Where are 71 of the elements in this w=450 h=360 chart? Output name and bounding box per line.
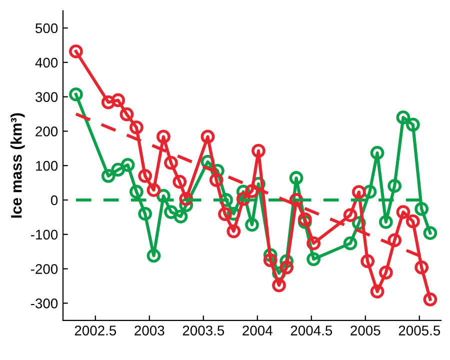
- point: [200, 130, 215, 144]
- point: [289, 193, 304, 207]
- y-tick-label: 400: [35, 58, 58, 68]
- y-tick-label: 0: [50, 195, 58, 206]
- point: [156, 130, 170, 144]
- point: [245, 218, 259, 232]
- y-axis-title: Ice mass (km³): [10, 113, 25, 218]
- point: [172, 174, 187, 189]
- y-tick-label: 500: [36, 23, 58, 34]
- point: [120, 158, 135, 172]
- point: [226, 224, 241, 238]
- x-tick-label: 2004.5: [290, 326, 332, 336]
- x-tick-label: 2003.5: [182, 326, 224, 336]
- point: [146, 248, 161, 263]
- point: [179, 192, 194, 206]
- point: [111, 93, 126, 108]
- point: [129, 184, 144, 199]
- point: [164, 205, 178, 219]
- point: [289, 171, 304, 185]
- point: [111, 162, 126, 177]
- point: [209, 173, 224, 187]
- point: [396, 205, 410, 219]
- point: [396, 110, 410, 124]
- point: [352, 185, 366, 200]
- point: [272, 278, 286, 292]
- point: [423, 292, 438, 306]
- x-tick-label: 2002.5: [74, 326, 116, 336]
- point: [388, 233, 402, 248]
- point: [378, 215, 393, 229]
- point: [280, 260, 294, 274]
- point: [306, 236, 321, 250]
- point: [370, 146, 384, 160]
- y-tick-label: 100: [36, 160, 58, 171]
- point: [406, 214, 420, 228]
- x-tick-label: 2004: [242, 326, 272, 336]
- point: [129, 120, 144, 134]
- x-tick-label: 2005.5: [398, 326, 440, 336]
- point: [388, 178, 402, 193]
- point: [245, 184, 259, 198]
- point: [236, 192, 250, 206]
- y-tick-label: -100: [30, 230, 58, 240]
- y-tick-label: -200: [30, 264, 58, 274]
- point: [414, 202, 429, 216]
- point: [343, 236, 358, 250]
- point: [263, 253, 278, 268]
- point: [69, 44, 83, 58]
- point: [298, 212, 312, 226]
- point: [343, 208, 358, 222]
- y-tick-label: 200: [36, 126, 58, 136]
- point: [138, 168, 152, 183]
- y-tick-label: -300: [30, 298, 58, 308]
- point: [370, 284, 384, 298]
- point: [414, 260, 429, 274]
- point: [69, 87, 83, 102]
- point: [120, 107, 134, 122]
- point: [138, 206, 152, 221]
- y-tick-label: 300: [36, 92, 58, 102]
- point: [218, 207, 232, 222]
- point: [252, 144, 266, 158]
- x-tick-label: 2003: [134, 326, 164, 336]
- point: [360, 254, 375, 268]
- point: [378, 266, 393, 280]
- point: [406, 118, 420, 132]
- point: [423, 226, 438, 240]
- point: [164, 156, 178, 170]
- point: [101, 168, 116, 183]
- x-tick-label: 2005: [350, 326, 380, 336]
- point: [101, 95, 116, 110]
- point: [174, 210, 188, 224]
- point: [146, 183, 161, 197]
- point: [306, 252, 321, 266]
